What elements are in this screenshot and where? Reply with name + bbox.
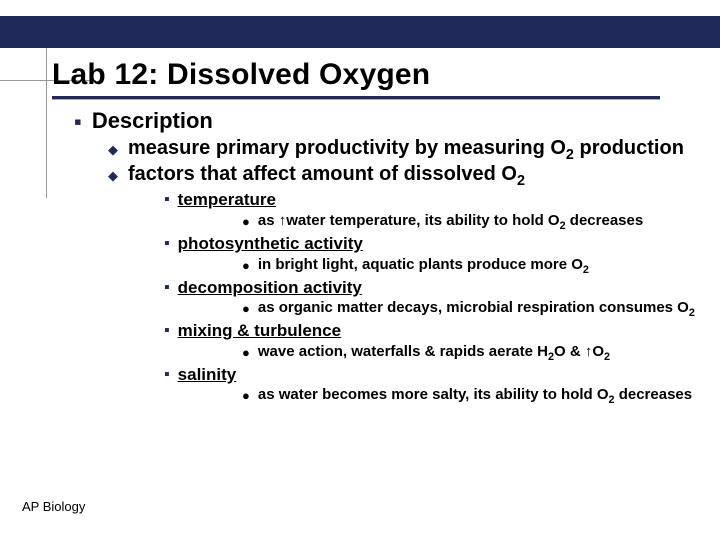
- footer-label: AP Biology: [22, 499, 85, 514]
- disc-bullet-icon: ●: [242, 258, 250, 273]
- level1-text: Description: [92, 108, 213, 133]
- level4-item: ● as organic matter decays, microbial res…: [242, 299, 704, 317]
- disc-bullet-icon: ●: [242, 388, 250, 403]
- square-bullet-icon: ▪: [74, 111, 82, 133]
- level4-item: ● as ↑water temperature, its ability to h…: [242, 212, 704, 230]
- diamond-bullet-icon: ◆: [108, 142, 118, 158]
- level4-item: ● as water becomes more salty, its abilit…: [242, 386, 704, 404]
- level3-text: decomposition activity: [178, 278, 362, 298]
- top-bar: [0, 16, 720, 48]
- level3-item: ▪ temperature: [164, 190, 704, 210]
- level2-text: measure primary productivity by measurin…: [128, 137, 684, 161]
- crosshair-vertical: [46, 48, 47, 198]
- square-bullet-icon: ▪: [164, 323, 170, 339]
- level3-item: ▪ photosynthetic activity: [164, 234, 704, 254]
- disc-bullet-icon: ●: [242, 301, 250, 316]
- level4-text: as water becomes more salty, its ability…: [258, 386, 692, 404]
- diamond-bullet-icon: ◆: [108, 168, 118, 184]
- level4-item: ● wave action, waterfalls & rapids aerate…: [242, 343, 704, 361]
- level4-text: in bright light, aquatic plants produce …: [258, 256, 589, 274]
- square-bullet-icon: ▪: [164, 367, 170, 383]
- content-area: ▪ Description ◆ measure primary productiv…: [74, 108, 704, 404]
- level3-item: ▪ salinity: [164, 365, 704, 385]
- level3-text: temperature: [178, 190, 276, 210]
- slide-title: Lab 12: Dissolved Oxygen: [52, 58, 430, 92]
- level3-item: ▪ mixing & turbulence: [164, 321, 704, 341]
- title-underline-shadow: [52, 99, 660, 100]
- level3-text: mixing & turbulence: [178, 321, 341, 341]
- square-bullet-icon: ▪: [164, 236, 170, 252]
- square-bullet-icon: ▪: [164, 280, 170, 296]
- disc-bullet-icon: ●: [242, 345, 250, 360]
- level3-text: salinity: [178, 365, 237, 385]
- level4-text: as organic matter decays, microbial resp…: [258, 299, 695, 317]
- disc-bullet-icon: ●: [242, 214, 250, 229]
- level2-item: ◆ factors that affect amount of dissolved…: [108, 163, 704, 187]
- level4-item: ● in bright light, aquatic plants produce…: [242, 256, 704, 274]
- level4-text: as ↑water temperature, its ability to ho…: [258, 212, 643, 230]
- level3-text: photosynthetic activity: [178, 234, 363, 254]
- level2-item: ◆ measure primary productivity by measuri…: [108, 137, 704, 161]
- level3-item: ▪ decomposition activity: [164, 278, 704, 298]
- level4-text: wave action, waterfalls & rapids aerate …: [258, 343, 610, 361]
- level1-item: ▪ Description: [74, 108, 704, 133]
- level2-text: factors that affect amount of dissolved …: [128, 163, 525, 187]
- square-bullet-icon: ▪: [164, 192, 170, 208]
